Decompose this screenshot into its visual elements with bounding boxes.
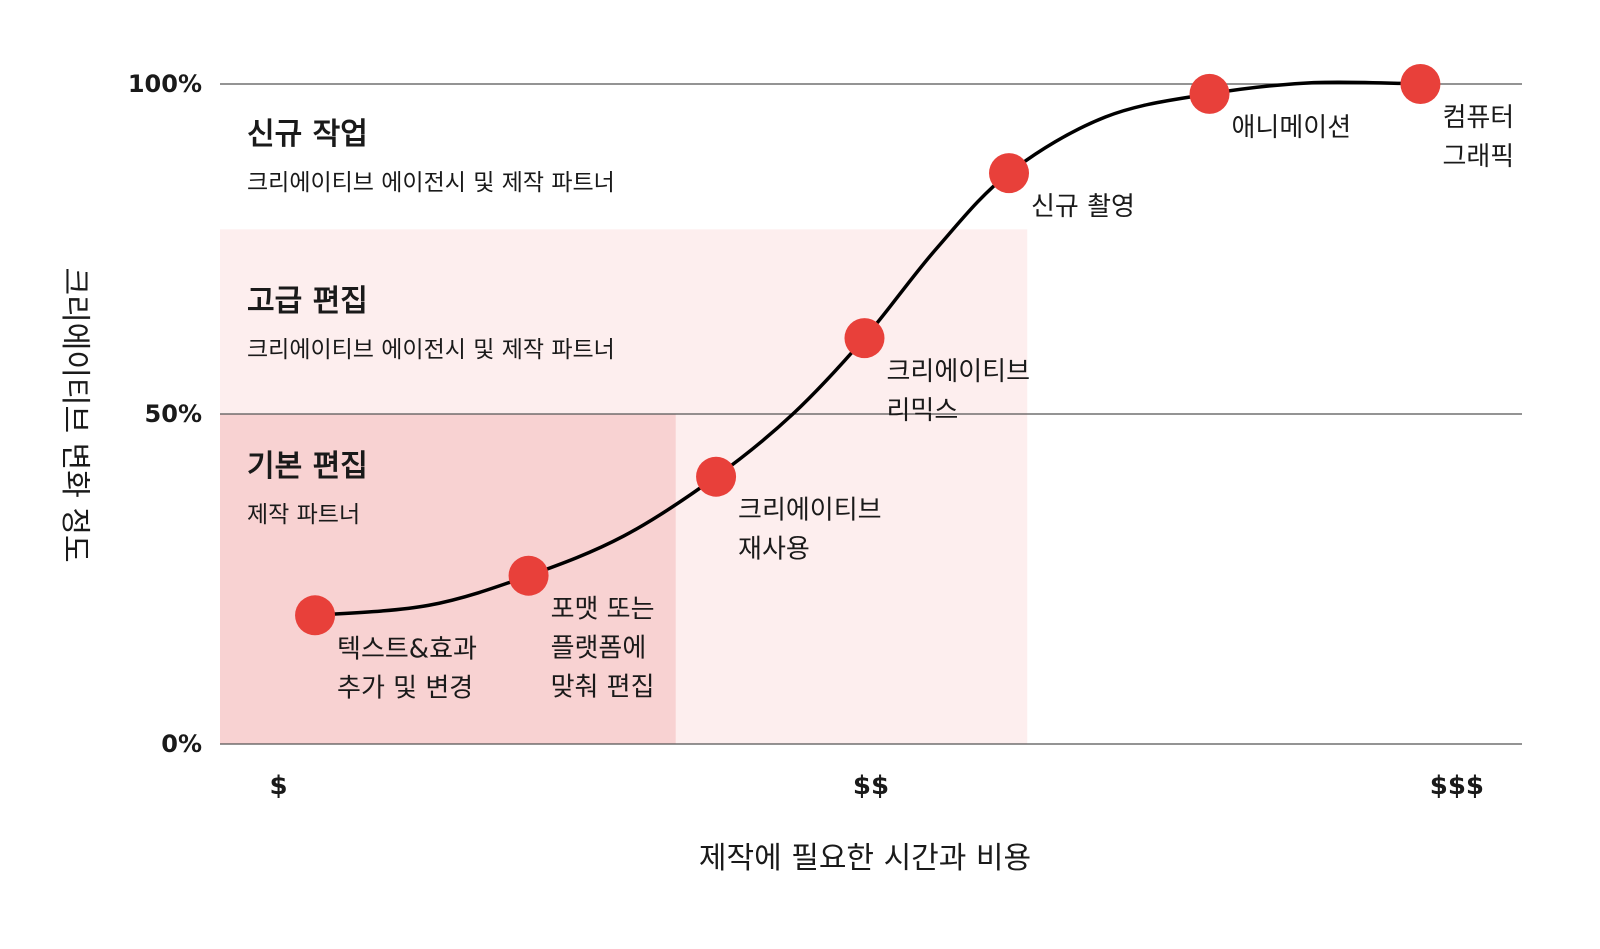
data-point-4 (989, 153, 1030, 194)
zone-title-2: 신규 작업 (247, 117, 368, 152)
data-label-5-0: 애니메이션 (1232, 113, 1352, 143)
zone-subtitle-0: 제작 파트너 (247, 502, 360, 528)
zone-band-0 (220, 414, 676, 744)
y-tick-label-0: 0% (161, 730, 202, 758)
zones-layer (220, 84, 1522, 744)
data-label-3-1: 리믹스 (886, 396, 958, 426)
zone-band-2 (220, 84, 1522, 230)
data-label-2-1: 재사용 (738, 535, 810, 565)
data-label-0-1: 추가 및 변경 (337, 673, 473, 703)
x-axis-title: 제작에 필요한 시간과 비용 (699, 841, 1031, 876)
data-label-1-1: 플랫폼에 (551, 634, 647, 664)
data-label-1-2: 맞춰 편집 (551, 673, 655, 703)
x-tick-label-1: $$ (853, 771, 889, 801)
data-label-6-1: 그래픽 (1442, 142, 1514, 172)
data-point-5 (1189, 73, 1230, 114)
data-label-6-0: 컴퓨터 (1442, 103, 1514, 133)
y-tick-label-1: 50% (145, 400, 202, 428)
zone-subtitle-1: 크리에이티브 에이전시 및 제작 파트너 (247, 337, 615, 363)
data-point-2 (696, 456, 737, 497)
y-axis-title: 크리에이티브 변화 정도 (57, 267, 92, 562)
data-label-1-0: 포맷 또는 (551, 595, 655, 625)
data-label-0-0: 텍스트&효과 (337, 634, 477, 664)
zone-subtitle-2: 크리에이티브 에이전시 및 제작 파트너 (247, 170, 615, 196)
data-label-2-0: 크리에이티브 (738, 496, 882, 526)
zone-title-0: 기본 편집 (247, 449, 368, 484)
y-tick-label-2: 100% (128, 70, 202, 98)
data-point-6 (1400, 64, 1441, 104)
data-label-4-0: 신규 촬영 (1031, 192, 1135, 222)
x-tick-label-2: $$$ (1430, 771, 1484, 801)
data-points (295, 64, 1441, 636)
x-tick-labels: $ $$ $$$ (270, 771, 1484, 801)
data-point-0 (295, 595, 336, 636)
data-point-3 (844, 318, 885, 359)
data-point-1 (508, 555, 549, 596)
x-tick-label-0: $ (270, 771, 288, 801)
y-tick-labels: 0% 50% 100% (128, 70, 202, 758)
data-label-3-0: 크리에이티브 (886, 357, 1030, 387)
zone-title-1: 고급 편집 (247, 284, 368, 319)
